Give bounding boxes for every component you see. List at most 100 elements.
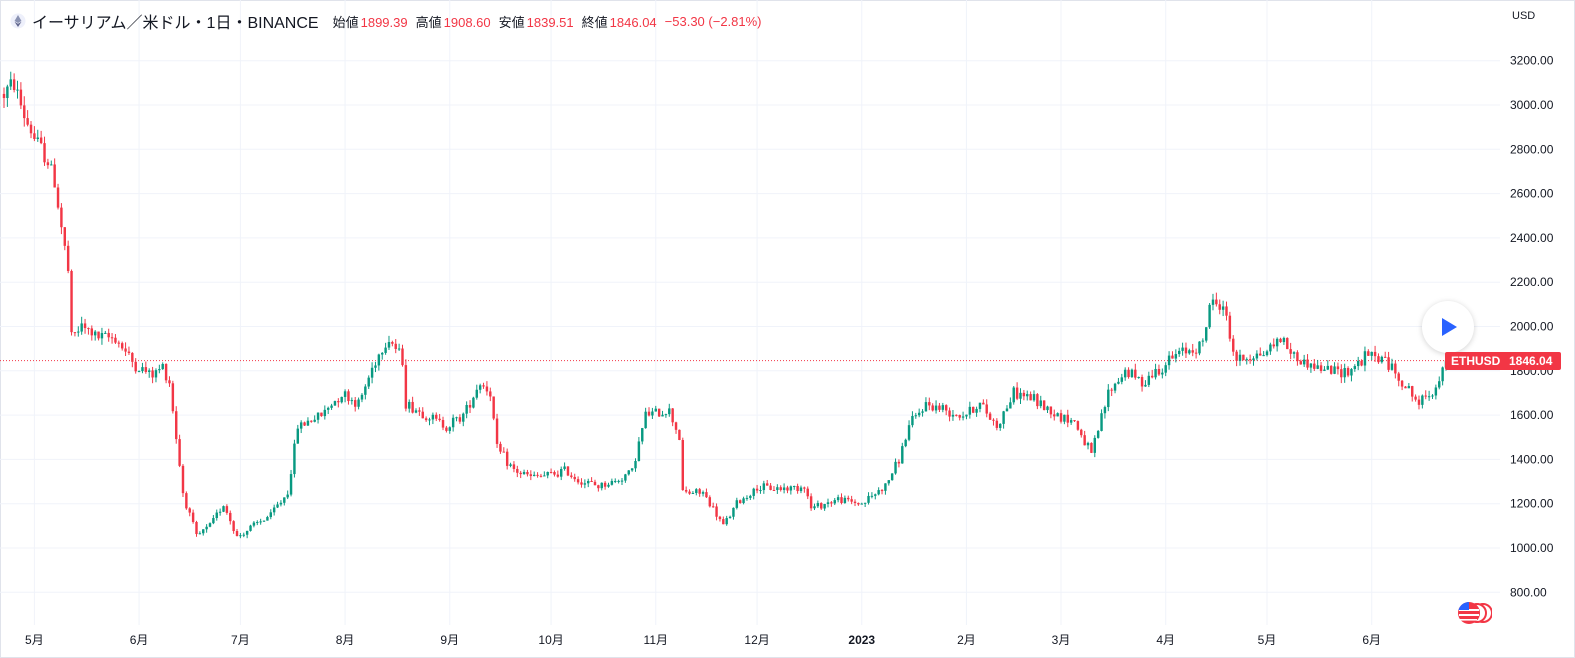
candle[interactable] — [651, 407, 654, 419]
candle[interactable] — [245, 530, 249, 539]
candle[interactable] — [1188, 348, 1191, 355]
candle[interactable] — [1191, 343, 1194, 357]
candle[interactable] — [657, 408, 661, 417]
candle[interactable] — [249, 524, 252, 532]
candle[interactable] — [691, 491, 695, 495]
candle[interactable] — [1323, 366, 1326, 372]
candle[interactable] — [1424, 390, 1427, 400]
candle[interactable] — [1407, 383, 1411, 389]
candle[interactable] — [104, 330, 107, 334]
candle[interactable] — [752, 487, 755, 500]
candle[interactable] — [1333, 362, 1336, 375]
candle[interactable] — [306, 417, 310, 426]
candle[interactable] — [566, 466, 570, 477]
candle[interactable] — [66, 240, 70, 274]
candle[interactable] — [60, 203, 63, 235]
candle[interactable] — [563, 462, 566, 471]
candle[interactable] — [722, 516, 725, 525]
candle[interactable] — [742, 496, 745, 505]
candle[interactable] — [384, 342, 387, 355]
candle[interactable] — [1421, 394, 1424, 409]
candle[interactable] — [924, 397, 928, 412]
candle[interactable] — [921, 409, 924, 417]
candle[interactable] — [583, 479, 587, 489]
candle[interactable] — [462, 412, 465, 427]
candle[interactable] — [181, 464, 185, 498]
candle[interactable] — [134, 358, 137, 374]
candle[interactable] — [147, 368, 151, 378]
candle[interactable] — [985, 399, 988, 418]
candle[interactable] — [414, 408, 418, 414]
candle[interactable] — [850, 495, 853, 505]
candle[interactable] — [93, 330, 97, 341]
candle[interactable] — [1201, 338, 1205, 347]
candle[interactable] — [857, 502, 860, 506]
candle[interactable] — [887, 480, 891, 486]
candle[interactable] — [671, 408, 674, 427]
candle[interactable] — [1157, 364, 1161, 376]
candle[interactable] — [1272, 338, 1275, 349]
candle[interactable] — [958, 414, 961, 421]
candle[interactable] — [847, 495, 850, 502]
candle[interactable] — [505, 448, 509, 470]
candle[interactable] — [1150, 369, 1154, 379]
candle[interactable] — [347, 389, 350, 405]
candle[interactable] — [1002, 410, 1005, 429]
candle[interactable] — [472, 396, 475, 409]
candle[interactable] — [279, 500, 283, 507]
candle[interactable] — [576, 476, 580, 485]
candle[interactable] — [1380, 355, 1384, 364]
candle[interactable] — [80, 316, 83, 335]
candle[interactable] — [1262, 351, 1265, 357]
candle[interactable] — [29, 121, 33, 139]
candle[interactable] — [19, 82, 23, 110]
candle[interactable] — [890, 473, 894, 481]
candle[interactable] — [776, 484, 779, 494]
candle[interactable] — [1032, 390, 1036, 402]
candle[interactable] — [782, 483, 786, 494]
candle[interactable] — [387, 335, 391, 350]
candle[interactable] — [256, 520, 259, 526]
candle[interactable] — [1076, 420, 1080, 431]
candle[interactable] — [164, 363, 168, 384]
candle[interactable] — [1073, 420, 1076, 423]
candle[interactable] — [1161, 368, 1164, 379]
candle[interactable] — [1056, 412, 1059, 417]
candle[interactable] — [323, 405, 327, 420]
candle[interactable] — [1390, 358, 1394, 371]
candle[interactable] — [465, 401, 468, 419]
candle[interactable] — [137, 370, 141, 373]
candle[interactable] — [77, 326, 80, 337]
candle[interactable] — [1228, 311, 1232, 342]
candle[interactable] — [1107, 384, 1110, 412]
candle[interactable] — [931, 403, 934, 412]
candle[interactable] — [418, 407, 421, 416]
candle[interactable] — [195, 520, 198, 537]
candle[interactable] — [239, 532, 242, 539]
candle[interactable] — [1100, 409, 1103, 432]
candle[interactable] — [823, 503, 826, 511]
candle[interactable] — [1259, 347, 1262, 356]
candle[interactable] — [786, 485, 789, 494]
candle[interactable] — [1248, 354, 1252, 364]
candle[interactable] — [242, 532, 245, 538]
candle[interactable] — [353, 396, 357, 412]
candle[interactable] — [70, 269, 73, 336]
candle[interactable] — [769, 482, 772, 491]
candle[interactable] — [971, 406, 975, 414]
candle[interactable] — [711, 502, 715, 508]
candle[interactable] — [708, 495, 712, 508]
candle[interactable] — [408, 399, 411, 413]
candle[interactable] — [772, 486, 776, 491]
candle[interactable] — [1137, 376, 1140, 379]
candle[interactable] — [350, 397, 354, 405]
candle[interactable] — [573, 473, 576, 482]
candle[interactable] — [600, 482, 603, 491]
candle[interactable] — [1394, 360, 1397, 379]
candle[interactable] — [374, 361, 377, 373]
candle[interactable] — [151, 366, 154, 384]
candle[interactable] — [532, 471, 536, 477]
candle[interactable] — [992, 418, 995, 426]
candle[interactable] — [1205, 327, 1208, 343]
candle[interactable] — [326, 406, 330, 415]
